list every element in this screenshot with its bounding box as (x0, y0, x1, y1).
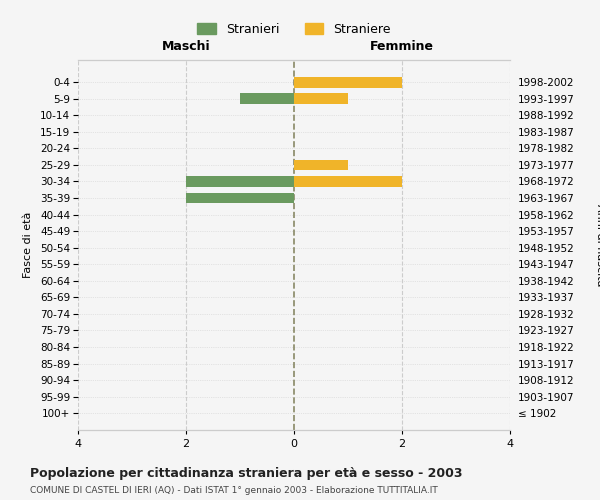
Legend: Stranieri, Straniere: Stranieri, Straniere (192, 18, 396, 41)
Bar (294, 176, 402, 187)
Text: Popolazione per cittadinanza straniera per età e sesso - 2003: Popolazione per cittadinanza straniera p… (30, 468, 463, 480)
Bar (294, 94, 348, 104)
Text: Femmine: Femmine (370, 40, 434, 52)
Text: COMUNE DI CASTEL DI IERI (AQ) - Dati ISTAT 1° gennaio 2003 - Elaborazione TUTTIT: COMUNE DI CASTEL DI IERI (AQ) - Dati IST… (30, 486, 438, 495)
Bar (294, 160, 348, 170)
Y-axis label: Anni di nascita: Anni di nascita (595, 204, 600, 286)
Bar (294, 77, 402, 88)
Bar (186, 176, 294, 187)
Y-axis label: Fasce di età: Fasce di età (23, 212, 33, 278)
Text: Maschi: Maschi (161, 40, 211, 52)
Bar (186, 192, 294, 203)
Bar (240, 94, 294, 104)
